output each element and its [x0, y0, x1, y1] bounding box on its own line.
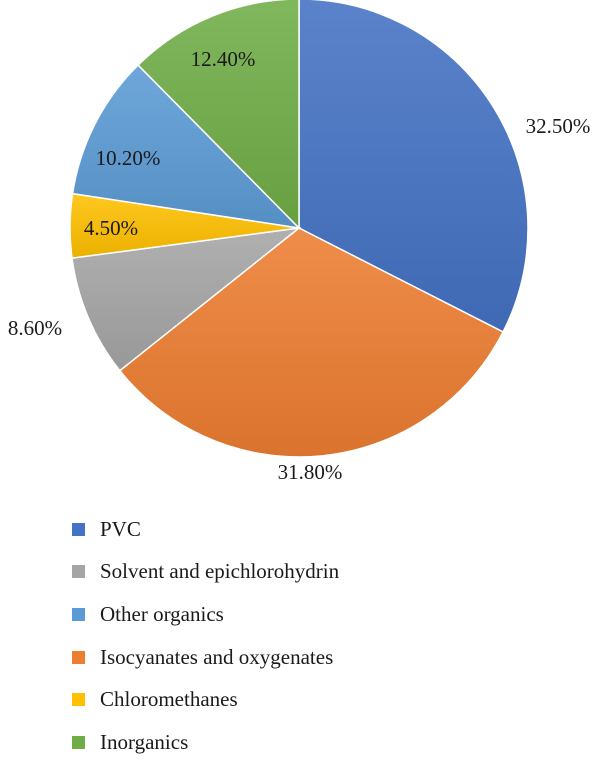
- data-label-isocyanates: 31.80%: [278, 460, 343, 484]
- pie-slices: [69, 0, 529, 458]
- legend-item-isocyanates: Isocyanates and oxygenates: [72, 636, 339, 679]
- legend-label-isocyanates: Isocyanates and oxygenates: [100, 644, 334, 669]
- pie-slice-other-organics: [71, 63, 302, 230]
- legend-swatch-inorganics: [72, 735, 85, 749]
- legend-label-solvent: Solvent and epichlorohydrin: [100, 559, 340, 584]
- data-label-chloromethanes: 4.50%: [84, 216, 138, 240]
- legend-label-inorganics: Inorganics: [100, 729, 189, 754]
- legend-swatch-chloromethanes: [72, 693, 85, 707]
- legend-swatch-isocyanates: [72, 650, 85, 664]
- legend-swatch-solvent: [72, 565, 85, 579]
- legend-item-inorganics: Inorganics: [72, 721, 339, 764]
- legend-item-chloromethanes: Chloromethanes: [72, 678, 339, 721]
- legend-item-solvent: Solvent and epichlorohydrin: [72, 551, 339, 594]
- legend-item-pvc: PVC: [72, 508, 339, 551]
- pie-slice-pvc: [298, 0, 529, 333]
- pie-data-labels: 32.50% 31.80% 8.60% 4.50% 10.20% 12.40%: [8, 47, 591, 484]
- pie-slice-solvent: [71, 226, 302, 372]
- legend-swatch-other-organics: [72, 607, 85, 621]
- legend-label-pvc: PVC: [100, 516, 141, 541]
- pie-slice-isocyanates: [118, 227, 505, 458]
- legend-swatch-pvc: [72, 522, 85, 536]
- pie-slice-inorganics: [137, 0, 300, 230]
- data-label-inorganics: 12.40%: [191, 47, 256, 71]
- data-label-other-organics: 10.20%: [96, 146, 161, 170]
- legend-item-other-organics: Other organics: [72, 593, 339, 636]
- legend-label-chloromethanes: Chloromethanes: [100, 687, 238, 712]
- data-label-solvent: 8.60%: [8, 316, 62, 340]
- chart-legend: PVC Solvent and epichlorohydrin Other orga…: [72, 508, 339, 764]
- data-label-pvc: 32.50%: [526, 114, 591, 138]
- legend-label-other-organics: Other organics: [100, 601, 224, 626]
